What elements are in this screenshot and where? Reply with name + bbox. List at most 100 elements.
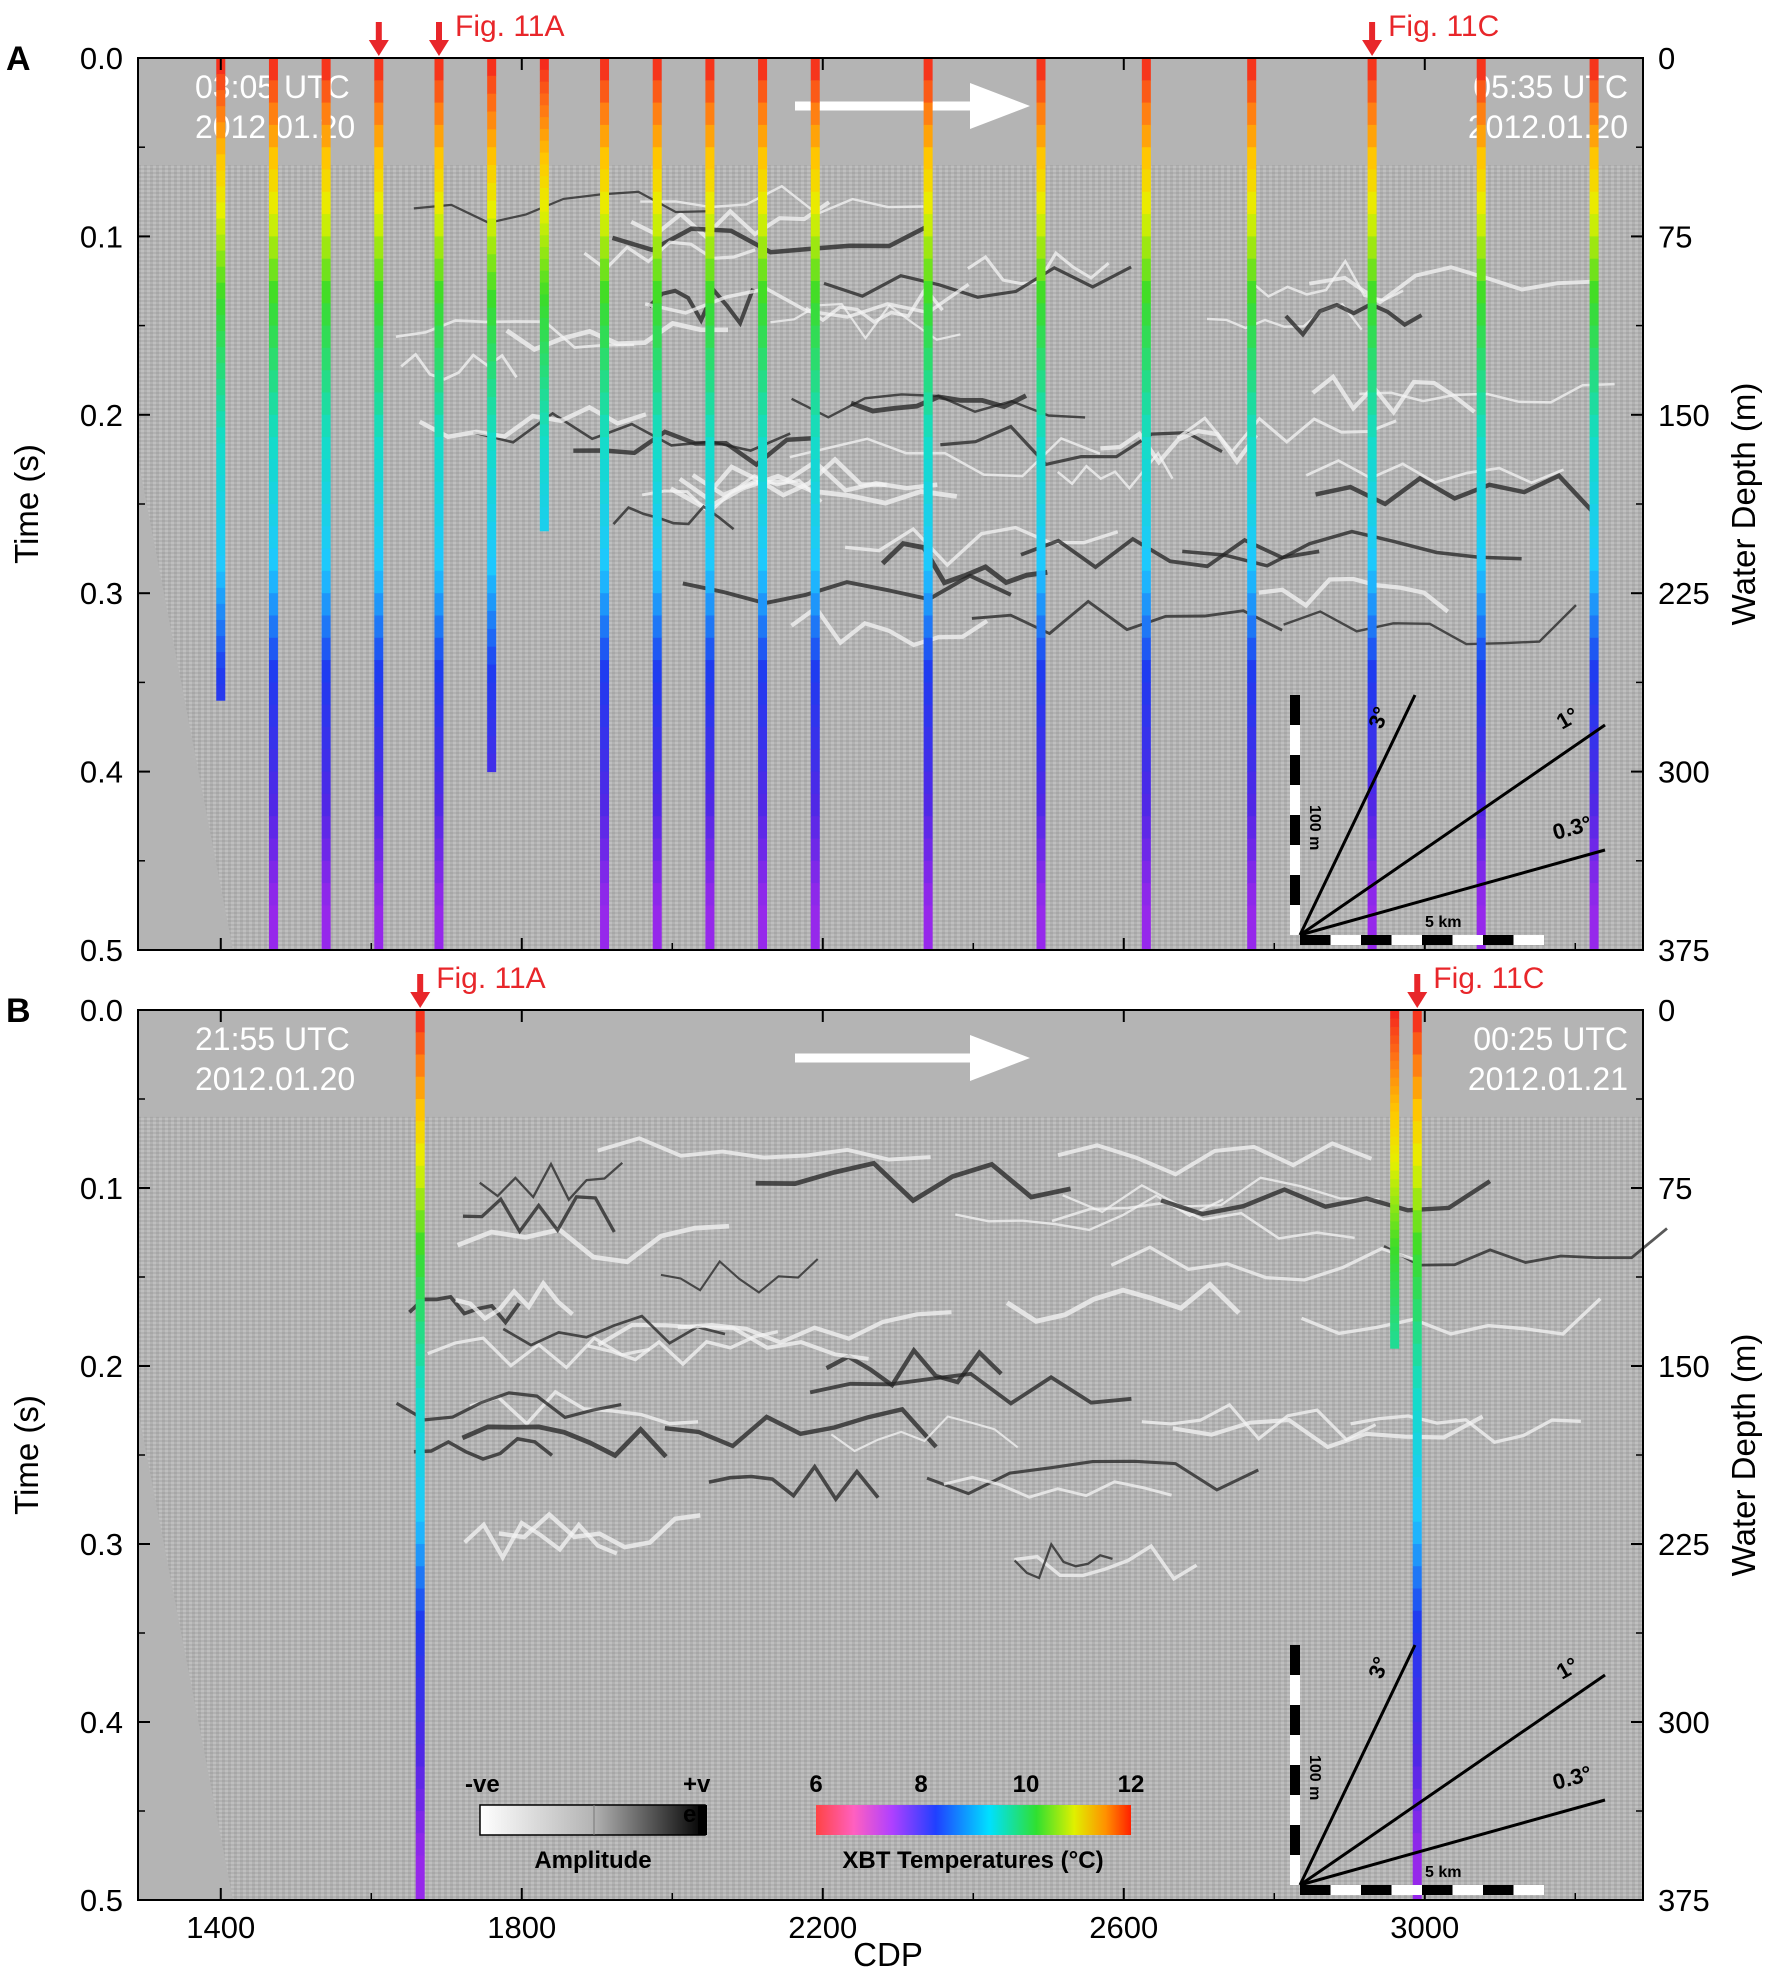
xbt-segment <box>216 106 226 123</box>
xbt-segment <box>1247 214 1257 237</box>
xbt-segment <box>652 682 662 706</box>
xbt-segment <box>1589 437 1599 460</box>
xbt-segment <box>374 437 384 460</box>
xbt-segment <box>1589 80 1599 104</box>
xbt-segment <box>374 303 384 327</box>
xbt-segment <box>268 905 278 929</box>
xbt-segment <box>1390 1162 1400 1172</box>
seismic-reflector <box>640 184 924 216</box>
xbt-segment <box>705 593 715 616</box>
xbt-segment <box>1476 392 1486 416</box>
xbt-segment <box>487 147 497 166</box>
xbt-segment <box>1141 570 1151 594</box>
y-right-tick-label: 375 <box>1658 1883 1710 1918</box>
seismic-reflector <box>940 424 1223 467</box>
xbt-segment <box>652 437 662 460</box>
xbt-segment <box>321 281 331 304</box>
xbt-segment <box>1036 281 1046 304</box>
xbt-segment <box>1247 325 1257 349</box>
xbt-segment <box>1247 771 1257 795</box>
xbt-segment <box>415 1633 425 1656</box>
xbt-segment <box>810 637 820 661</box>
xbt-segment <box>1141 392 1151 416</box>
xbt-segment <box>1141 214 1151 237</box>
xbt-segment <box>539 377 549 390</box>
xbt-segment <box>539 211 549 224</box>
xbt-segment <box>1367 236 1377 260</box>
xbt-segment <box>1589 58 1599 81</box>
xbt-segment <box>415 1366 425 1389</box>
xbt-segment <box>268 370 278 393</box>
xbt-segment <box>268 793 278 817</box>
fig-reference-label: Fig. 11A <box>455 10 565 43</box>
xbt-segment <box>600 593 610 616</box>
xbt-segment <box>1412 1744 1422 1767</box>
xbt-segment <box>1141 793 1151 817</box>
xbt-segment <box>810 749 820 773</box>
xbt-segment <box>1141 58 1151 81</box>
xbt-segment <box>268 615 278 639</box>
xbt-segment <box>487 111 497 130</box>
xbt-segment <box>923 347 933 371</box>
xbt-segment <box>1036 526 1046 550</box>
xbt-segment <box>268 504 278 527</box>
y-tick-label: 0.1 <box>80 219 123 254</box>
xbt-segment <box>705 526 715 550</box>
xbt-cast <box>1412 1010 1422 1901</box>
xbt-segment <box>321 303 331 327</box>
xbt-segment <box>600 370 610 393</box>
y-tick-label: 0.4 <box>80 755 123 790</box>
xbt-segment <box>434 637 444 661</box>
xbt-segment <box>216 475 226 493</box>
xbt-segment <box>415 1833 425 1856</box>
xbt-segment <box>415 1432 425 1456</box>
xbt-segment <box>1141 526 1151 550</box>
xbt-segment <box>758 325 768 349</box>
xbt-segment <box>487 486 497 505</box>
xbt-segment <box>1476 191 1486 215</box>
xbt-segment <box>216 250 226 268</box>
xbt-segment <box>487 182 497 202</box>
xbt-segment <box>415 1343 425 1367</box>
xbt-segment <box>539 223 549 236</box>
xbt-segment <box>374 191 384 215</box>
seismic-reflector <box>395 1391 622 1422</box>
xbt-segment <box>434 727 444 750</box>
xbt-segment <box>415 1477 425 1500</box>
xbt-segment <box>374 548 384 572</box>
xbt-segment <box>1247 593 1257 616</box>
xbt-segment <box>1390 1077 1400 1087</box>
slope-line <box>1299 1798 1606 1887</box>
xbt-segment <box>923 124 933 148</box>
xbt-segment <box>1476 325 1486 349</box>
y-right-tick-label: 0 <box>1658 993 1675 1028</box>
xbt-segment <box>1367 749 1377 773</box>
xbt-segment <box>1476 838 1486 862</box>
xbt-segment <box>600 883 610 906</box>
xbt-segment <box>1367 102 1377 126</box>
y-right-tick-label: 225 <box>1658 576 1710 611</box>
xbt-segment <box>216 138 226 155</box>
xbt-segment <box>415 1388 425 1411</box>
xbt-segment <box>321 905 331 929</box>
xbt-segment <box>923 214 933 237</box>
xbt-segment <box>539 105 549 118</box>
vertical-scale-segment <box>1290 1645 1300 1675</box>
xbt-segment <box>652 258 662 282</box>
seismic-reflector <box>1258 576 1450 614</box>
xbt-segment <box>810 303 820 327</box>
xbt-segment <box>600 236 610 260</box>
seismic-reflector <box>1141 1402 1377 1442</box>
xbt-segment <box>810 615 820 639</box>
xbt-segment <box>600 214 610 237</box>
xbt-segment <box>1412 1432 1422 1456</box>
xbt-segment <box>923 570 933 594</box>
xbt-segment <box>1141 637 1151 661</box>
xbt-cast <box>1589 58 1599 951</box>
seismic-reflector <box>791 393 1086 419</box>
xbt-segment <box>1141 481 1151 505</box>
xbt-segment <box>539 436 549 449</box>
xbt-segment <box>1247 816 1257 839</box>
xbt-segment <box>758 236 768 260</box>
xbt-segment <box>321 838 331 862</box>
